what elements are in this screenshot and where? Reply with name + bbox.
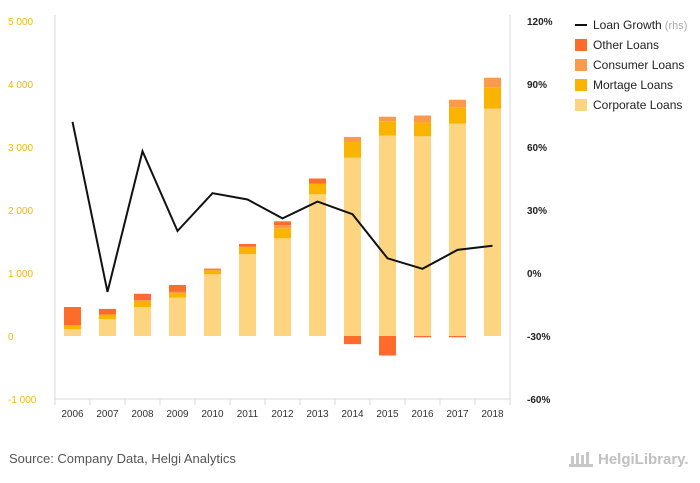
bar-other-loans [449,336,466,338]
bar-mortage-loans [204,270,221,275]
y-right-tick-label: 60% [527,143,547,154]
bar-mortage-loans [64,325,81,330]
bar-corporate-loans [64,329,81,336]
bar-corporate-loans [204,274,221,336]
bar-corporate-loans [169,297,186,336]
legend-note: (rhs) [662,20,688,32]
bar-mortage-loans [379,121,396,136]
y-left-tick-label: 3 000 [8,143,33,154]
bar-mortage-loans [484,87,501,109]
y-right-tick-label: 30% [527,206,547,217]
x-tick-label: 2007 [96,409,119,420]
bar-mortage-loans [134,301,151,308]
bar-mortage-loans [169,293,186,298]
bar-consumer-loans [414,115,431,123]
bar-other-loans [204,268,221,270]
x-tick-label: 2010 [201,409,224,420]
legend-label: Other Loans [593,38,659,52]
y-right-tick-label: -60% [527,395,550,406]
bar-mortage-loans [239,247,256,255]
bar-other-loans [274,221,291,226]
y-left-tick-label: 1 000 [8,269,33,280]
bar-consumer-loans [344,136,361,142]
x-tick-label: 2016 [411,409,434,420]
bar-corporate-loans [134,307,151,336]
y-right-tick-label: 0% [527,269,542,280]
bar-mortage-loans [449,107,466,124]
bar-other-loans [169,284,186,292]
y-right-tick-label: -30% [527,332,550,343]
x-tick-label: 2015 [376,409,399,420]
x-tick-label: 2012 [271,409,294,420]
bar-corporate-loans [484,108,501,336]
y-left-tick-label: -1 000 [8,395,37,406]
bar-corporate-loans [274,238,291,336]
legend-label: Consumer Loans [593,58,684,72]
bar-other-loans [64,307,81,326]
bar-consumer-loans [484,77,501,88]
y-left-tick-label: 5 000 [8,17,33,28]
source-note: Source: Company Data, Helgi Analytics [9,451,236,466]
bar-mortage-loans [309,183,326,195]
bar-consumer-loans [274,225,291,229]
legend-swatch [575,99,587,111]
x-tick-label: 2006 [61,409,84,420]
legend-swatch [575,79,587,91]
y-left-tick-label: 4 000 [8,80,33,91]
y-right-tick-label: 120% [527,17,553,28]
bar-other-loans [344,336,361,345]
y-left-tick-label: 0 [8,332,14,343]
x-tick-label: 2018 [481,409,504,420]
bar-consumer-loans [449,99,466,108]
bar-corporate-loans [449,123,466,336]
line-loan-growth [71,121,493,293]
legend-swatch [575,59,587,71]
bar-consumer-loans [204,269,221,271]
x-tick-label: 2011 [237,409,259,420]
y-right-tick-label: 90% [527,80,547,91]
bar-other-loans [414,336,431,338]
x-tick-label: 2017 [446,409,469,420]
legend-swatch [575,39,587,51]
bar-corporate-loans [344,157,361,336]
bar-other-loans [379,336,396,356]
bar-consumer-loans [169,291,186,294]
x-tick-label: 2013 [306,409,329,420]
bar-corporate-loans [99,318,116,336]
bar-mortage-loans [99,314,116,319]
library-building-icon [569,452,593,467]
legend-label: Loan Growth (rhs) [593,18,687,32]
bar-corporate-loans [239,254,256,336]
bar-other-loans [134,293,151,301]
bar-consumer-loans [379,116,396,122]
bar-other-loans [309,178,326,184]
bar-mortage-loans [344,141,361,158]
bar-consumer-loans [239,246,256,248]
y-left-tick-label: 2 000 [8,206,33,217]
legend-label: Mortage Loans [593,78,673,92]
bar-corporate-loans [379,135,396,336]
brand-logo: HelgiLibrary. [568,448,689,470]
bar-corporate-loans [309,194,326,336]
x-tick-label: 2009 [166,409,189,420]
bar-mortage-loans [414,122,431,137]
bar-corporate-loans [414,136,431,336]
bar-consumer-loans [134,300,151,302]
x-tick-label: 2014 [341,409,364,420]
bar-other-loans [239,244,256,247]
x-tick-label: 2008 [131,409,154,420]
legend-label: Corporate Loans [593,98,682,112]
bar-other-loans [99,308,116,315]
bar-mortage-loans [274,228,291,239]
brand-name: HelgiLibrary. [598,450,689,468]
